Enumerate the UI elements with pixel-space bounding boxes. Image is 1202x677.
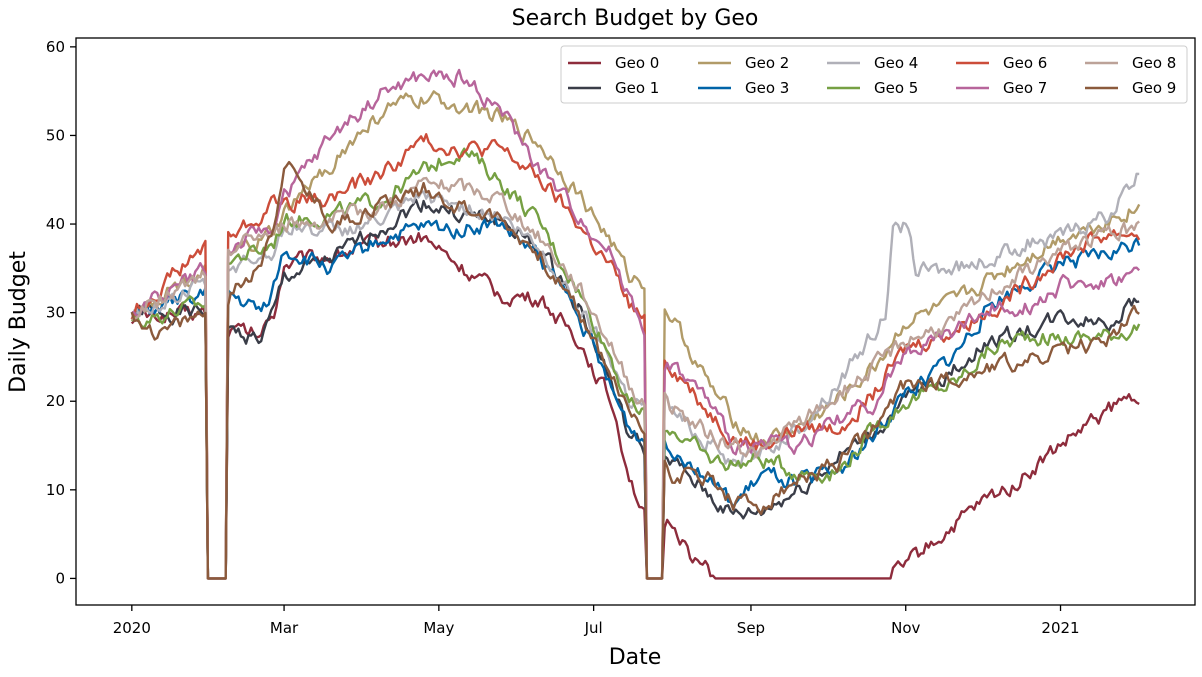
x-tick-label: 2020 (113, 619, 151, 637)
x-tick-label: Mar (270, 619, 299, 637)
chart-title: Search Budget by Geo (512, 6, 759, 31)
series-line-geo-4 (130, 172, 1140, 580)
legend-label: Geo 0 (615, 54, 659, 72)
x-tick-label: Jul (584, 619, 603, 637)
y-tick-label: 0 (55, 569, 65, 587)
y-tick-label: 50 (46, 126, 65, 144)
legend-label: Geo 1 (615, 79, 659, 97)
series-line-geo-6 (130, 133, 1141, 580)
series-line-geo-1 (130, 198, 1140, 580)
plot-frame (75, 37, 1196, 606)
legend-label: Geo 5 (874, 79, 918, 97)
series-line-geo-9 (130, 160, 1140, 580)
legend-label: Geo 3 (745, 79, 789, 97)
series-line-geo-2 (131, 90, 1141, 580)
y-tick-label: 40 (46, 215, 65, 233)
y-tick-label: 30 (46, 304, 65, 322)
legend: Geo 0 Geo 1 Geo 2 Geo 3 Geo 4 Geo 5 Geo 6 Geo 7… (560, 45, 1188, 104)
y-tick-label: 10 (46, 481, 65, 499)
series-line-geo-7 (131, 68, 1141, 580)
y-axis-label: Daily Budget (6, 251, 31, 393)
legend-label: Geo 8 (1132, 54, 1176, 72)
y-tick-label: 20 (46, 392, 65, 410)
legend-label: Geo 4 (874, 54, 918, 72)
x-axis: 2020 Mar May Jul Sep Nov 2021 (113, 605, 1080, 637)
x-tick-label: May (423, 619, 454, 637)
x-tick-label: Nov (891, 619, 920, 637)
x-tick-label: Sep (737, 619, 765, 637)
y-tick-label: 60 (46, 38, 65, 56)
x-tick-label: 2021 (1041, 619, 1079, 637)
series-lines (130, 68, 1141, 580)
series-line-geo-3 (130, 215, 1141, 580)
series-line-geo-8 (131, 176, 1140, 580)
y-axis: 0 10 20 30 40 50 60 (46, 38, 76, 587)
legend-label: Geo 6 (1003, 54, 1047, 72)
legend-label: Geo 2 (745, 54, 789, 72)
series-line-geo-0 (130, 231, 1140, 580)
x-axis-label: Date (609, 645, 662, 670)
legend-label: Geo 9 (1132, 79, 1176, 97)
legend-label: Geo 7 (1003, 79, 1047, 97)
